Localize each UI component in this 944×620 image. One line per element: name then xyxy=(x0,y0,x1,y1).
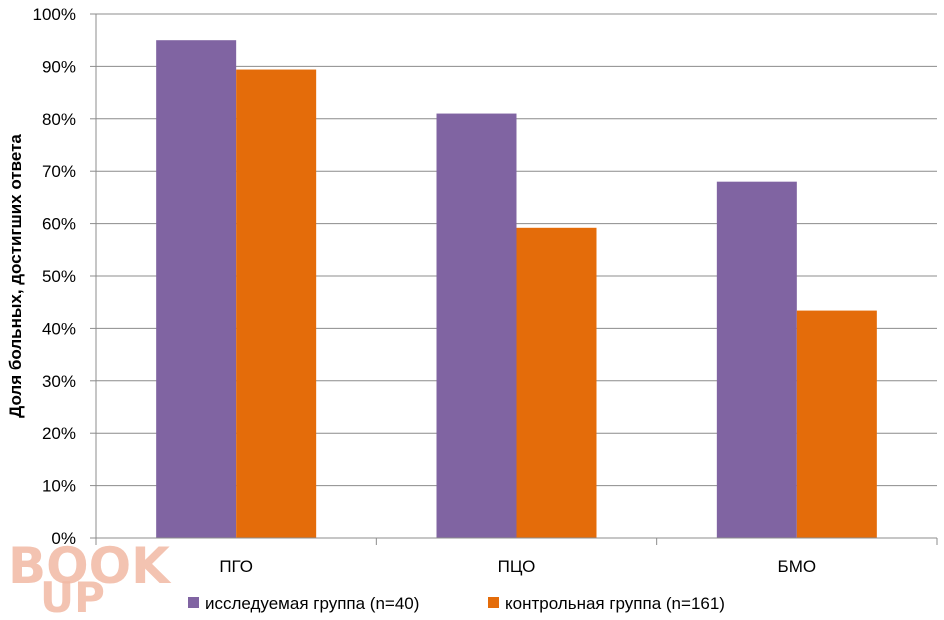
legend-label-1: исследуемая группа (n=40) xyxy=(205,594,419,613)
legend-label-2: контрольная группа (n=161) xyxy=(505,594,725,613)
x-category-label: ПЦО xyxy=(498,557,536,576)
x-axis-category-labels: ПГО ПЦО БМО xyxy=(219,557,816,576)
watermark-line2: UP xyxy=(40,573,105,620)
watermark-line1: BOOK xyxy=(8,537,172,595)
y-tick-label: 50% xyxy=(42,267,76,286)
bar-2-2 xyxy=(516,227,597,539)
x-category-label: БМО xyxy=(778,557,817,576)
y-axis-label: Доля больных, достигших ответа xyxy=(6,134,25,418)
bar-1-2 xyxy=(436,113,517,538)
bar-1-3 xyxy=(716,181,797,538)
y-tick-label: 30% xyxy=(42,372,76,391)
y-tick-label: 0% xyxy=(51,529,76,548)
axes xyxy=(95,14,938,545)
legend: исследуемая группа (n=40) контрольная гру… xyxy=(188,594,725,613)
y-tick-label: 90% xyxy=(42,57,76,76)
y-tick-label: 80% xyxy=(42,110,76,129)
y-axis-tick-labels: 0% 10% 20% 30% 40% 50% 60% 70% 80% 90% 100% xyxy=(33,5,76,548)
bars xyxy=(156,40,877,539)
legend-swatch-1 xyxy=(188,597,199,608)
bar-2-1 xyxy=(236,69,317,538)
y-tick-label: 70% xyxy=(42,162,76,181)
legend-swatch-2 xyxy=(488,597,499,608)
bar-1-1 xyxy=(156,40,237,538)
y-tick-label: 100% xyxy=(33,5,76,24)
watermark-logo: BOOK UP xyxy=(8,537,172,620)
x-category-label: ПГО xyxy=(219,557,253,576)
bar-2-3 xyxy=(796,310,877,538)
y-tick-label: 40% xyxy=(42,319,76,338)
y-tick-label: 60% xyxy=(42,215,76,234)
y-tick-label: 10% xyxy=(42,477,76,496)
y-tick-label: 20% xyxy=(42,424,76,443)
